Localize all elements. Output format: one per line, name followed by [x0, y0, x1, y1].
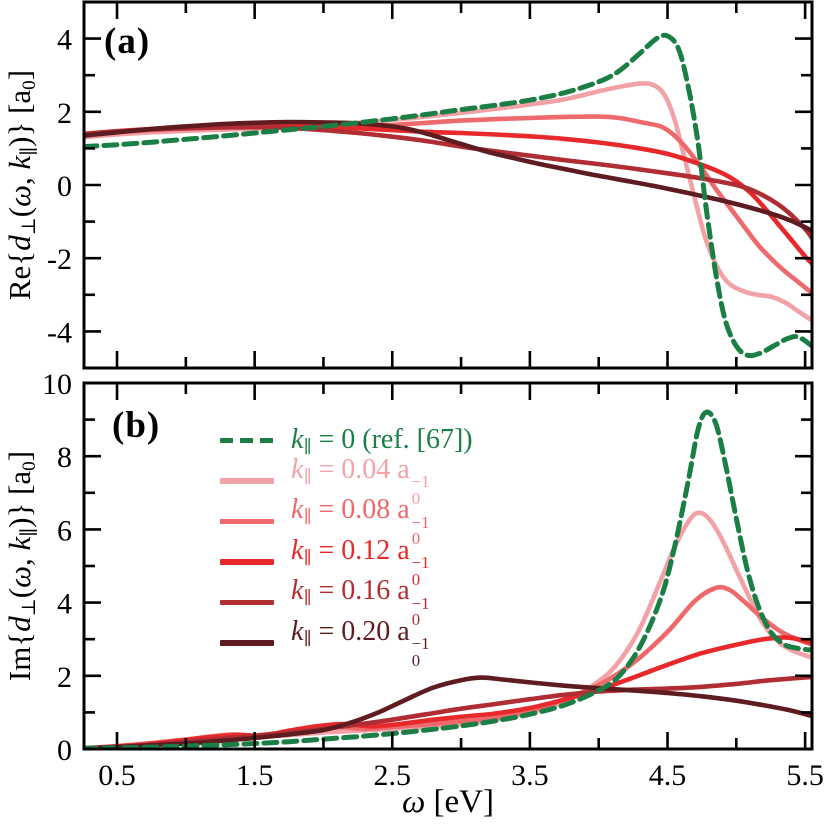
legend-line-swatch	[220, 559, 274, 565]
curve-k004-a	[84, 81, 812, 323]
x-tick-label: 2.5	[374, 759, 412, 792]
panel-a: 4 2 0 -2 -4	[47, 0, 814, 370]
legend-entry-label: k∥ = 0.12 a −1 0	[291, 534, 430, 589]
legend-entry-k0: k∥ = 0 (ref. [67])	[220, 420, 473, 461]
legend-entry-label: k∥ = 0 (ref. [67])	[291, 424, 473, 457]
y-tick-label: -2	[47, 243, 72, 276]
legend-entry-k008: k∥ = 0.08 a −1 0	[220, 494, 473, 547]
legend-entry-label: k∥ = 0.20 a −1 0	[291, 615, 430, 670]
y-tick-label: -4	[47, 316, 72, 349]
y-tick-label: 8	[57, 441, 72, 474]
legend-line-swatch	[220, 599, 274, 605]
curve-k0-b	[84, 409, 812, 749]
legend-entry-label: k∥ = 0.16 a −1 0	[291, 575, 430, 630]
y-tick-label: 0	[57, 170, 72, 203]
legend-line-swatch	[220, 437, 274, 443]
legend-line-swatch	[220, 518, 274, 524]
legend: k∥ = 0 (ref. [67]) k∥ = 0.04 a −1 0 k∥ = 0.0…	[220, 420, 473, 669]
legend-entry-k004: k∥ = 0.04 a −1 0	[220, 454, 473, 507]
y-tick-label: 2	[57, 97, 72, 130]
y-tick-label: 4	[57, 588, 72, 621]
legend-entry-label: k∥ = 0.08 a −1 0	[291, 494, 430, 549]
legend-entry-k020: k∥ = 0.20 a −1 0	[220, 616, 473, 669]
curve-k012-b	[84, 635, 812, 749]
x-tick-label: 4.5	[649, 759, 687, 792]
x-axis-label: ω [eV]	[401, 784, 495, 820]
x-tick-label: 1.5	[236, 759, 274, 792]
curve-k0-a	[84, 32, 812, 359]
x-tick-label: 5.5	[786, 759, 824, 792]
legend-line-swatch	[220, 478, 274, 484]
legend-entry-k016: k∥ = 0.16 a −1 0	[220, 575, 473, 628]
legend-entry-k012: k∥ = 0.12 a −1 0	[220, 535, 473, 588]
y-tick-label: 4	[57, 24, 72, 57]
panel-b-tag: (b)	[112, 405, 161, 446]
panel-b: 10 8 6 4 2 0 0.5 1.5 2.5 3.5 4.5 5.5	[42, 368, 824, 792]
x-tick-label: 0.5	[98, 759, 136, 792]
y-axis-label-b: Im{d⊥(ω, k∥)} [a0]	[2, 450, 40, 682]
y-tick-label: 2	[57, 661, 72, 694]
curve-k020-a	[84, 119, 812, 234]
legend-entry-label: k∥ = 0.04 a −1 0	[291, 453, 430, 508]
y-tick-label: 6	[57, 514, 72, 547]
y-axis-label-a: Re{d⊥(ω, k∥)} [a0]	[2, 69, 40, 301]
curve-k020-b	[84, 675, 812, 749]
y-tick-label: 10	[42, 368, 72, 401]
curve-k016-a	[84, 124, 812, 241]
panel-a-tag: (a)	[104, 21, 151, 62]
legend-line-swatch	[220, 640, 274, 646]
y-tick-label: 0	[57, 734, 72, 767]
x-tick-label: 3.5	[511, 759, 549, 792]
